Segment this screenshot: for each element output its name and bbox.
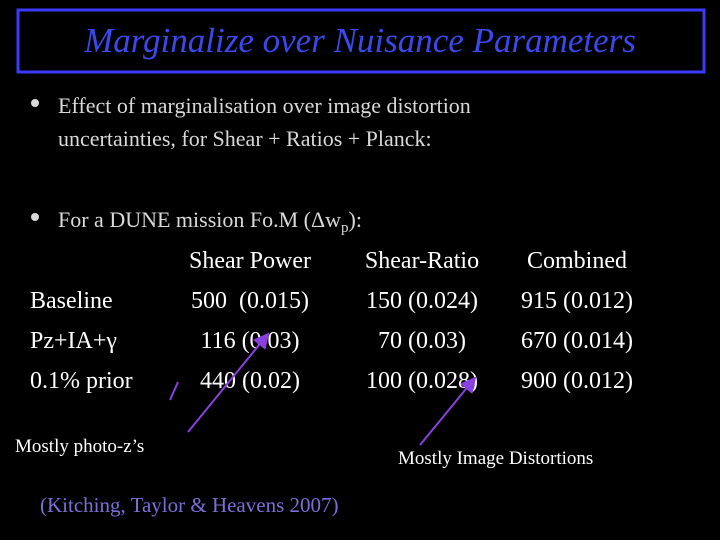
column-header: Shear-Ratio: [365, 248, 479, 274]
bullet-subscript: p: [341, 220, 349, 236]
table: Shear Power Shear-Ratio Combined Baseline 50…: [30, 248, 633, 394]
citation: (Kitching, Taylor & Heavens 2007): [40, 493, 339, 517]
annotation: Mostly Image Distortions: [398, 448, 593, 469]
bullet-dot: [31, 99, 39, 107]
column-header: Combined: [527, 248, 627, 274]
bullet-line: Effect of marginalisation over image dis…: [58, 93, 471, 118]
table-cell: 915 (0.012): [521, 288, 633, 314]
bullet-dot: [31, 213, 39, 221]
slide-title: Marginalize over Nuisance Parameters: [83, 21, 636, 60]
bullet-suffix: ):: [349, 207, 362, 232]
table-cell: 900 (0.012): [521, 368, 633, 394]
annotation: Mostly photo-z’s: [15, 436, 144, 457]
row-label: 0.1% prior: [30, 368, 133, 394]
title-box: [16, 8, 706, 74]
table-cell: 500 (0.015): [191, 288, 309, 314]
row-label: Pz+IA+γ: [30, 328, 117, 354]
table-cell: 116 (0.03): [200, 328, 299, 354]
bullet-line: For a DUNE mission Fo.M (Δwp):: [58, 207, 362, 236]
arrow: [187, 332, 270, 433]
table-cell: 150 (0.024): [366, 288, 478, 314]
arrow: [169, 381, 179, 401]
table-cell: 70 (0.03): [378, 328, 466, 354]
table-cell: 670 (0.014): [521, 328, 633, 354]
bullet-text: For a DUNE mission Fo.M (Δw: [58, 207, 341, 232]
arrow: [419, 376, 477, 446]
table-cell: 440 (0.02): [200, 368, 300, 394]
table-cell: 100 (0.028): [366, 368, 478, 394]
row-label: Baseline: [30, 288, 113, 314]
column-header: Shear Power: [189, 248, 311, 274]
bullet-line: uncertainties, for Shear + Ratios + Plan…: [58, 126, 432, 151]
